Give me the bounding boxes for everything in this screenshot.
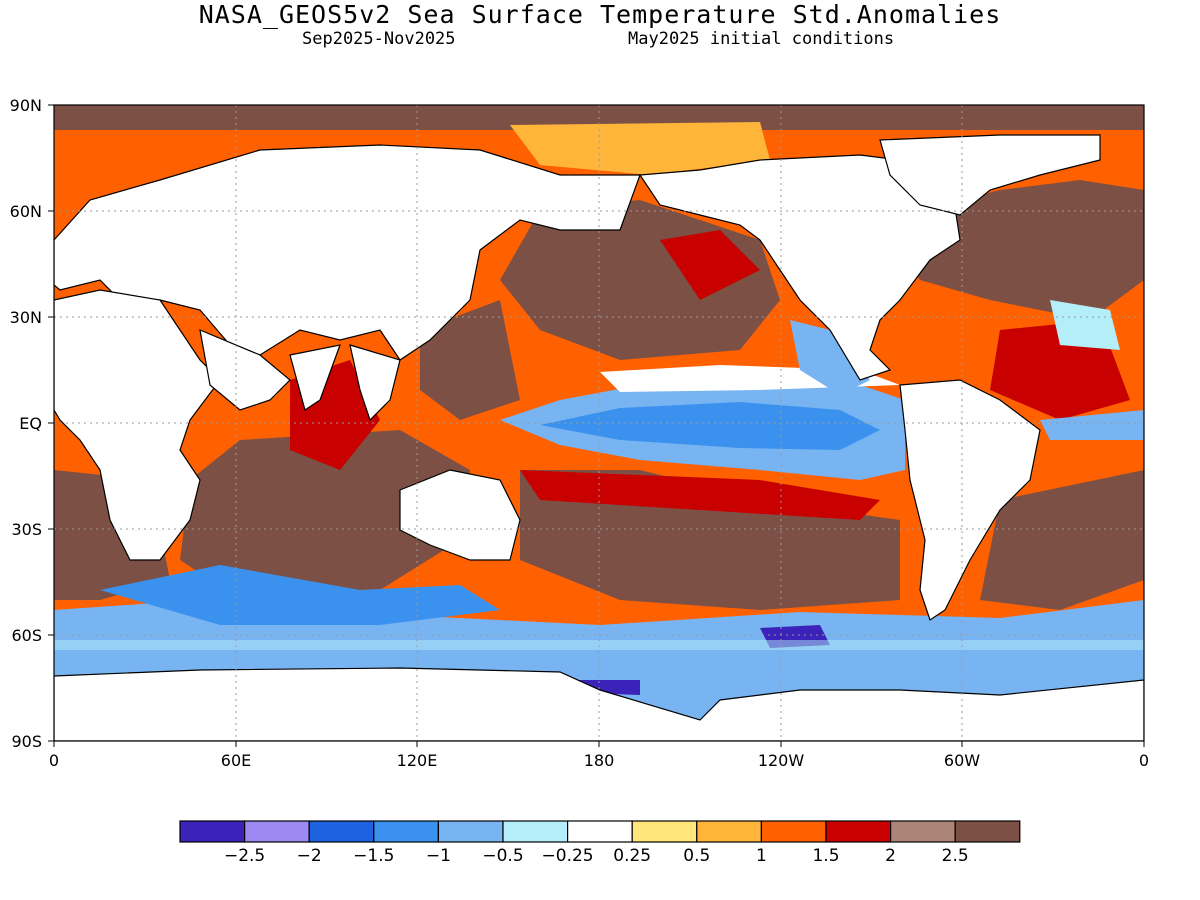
colorbar-label: 0.5 — [683, 846, 710, 866]
land-masses — [54, 134, 1144, 741]
atlantic-light-patch — [1050, 300, 1120, 350]
lat-label-30n: 30N — [10, 308, 42, 327]
lon-label-120w: 120W — [758, 751, 805, 770]
colorbar-label: −0.5 — [482, 846, 523, 866]
antarctica — [54, 667, 1144, 741]
south-america — [899, 379, 1041, 621]
colorbar-label: 1.5 — [812, 846, 839, 866]
lon-label-60w: 60W — [944, 751, 980, 770]
australia — [399, 469, 521, 561]
lon-label-60e: 60E — [221, 751, 251, 770]
colorbar-label: −0.25 — [542, 846, 594, 866]
colorbar: −2.5 −2 −1.5 −1 −0.5 −0.25 0.25 0.5 1 1.5 2 2.5 — [179, 820, 1021, 866]
colorbar-swatch — [889, 820, 956, 843]
greenland — [879, 134, 1101, 216]
colorbar-swatch — [696, 820, 762, 843]
lon-label-0-right: 0 — [1139, 751, 1149, 770]
lon-label-180: 180 — [584, 751, 615, 770]
indochina — [349, 344, 401, 422]
colorbar-label: 2.5 — [942, 846, 969, 866]
lat-label-90n: 90N — [10, 96, 42, 115]
arabia — [199, 329, 291, 411]
colorbar-label: 1 — [756, 846, 767, 866]
arctic-warm-patch — [510, 122, 770, 175]
colorbar-swatch — [179, 820, 246, 843]
initial-conditions: May2025 initial conditions — [628, 29, 895, 49]
colorbar-swatch — [244, 820, 310, 843]
lon-label-0-left: 0 — [49, 751, 59, 770]
map-title: NASA_GEOS5v2 Sea Surface Temperature Std… — [198, 0, 1002, 29]
colorbar-swatch — [631, 820, 698, 843]
forecast-period: Sep2025-Nov2025 — [302, 29, 456, 49]
lat-label-60n: 60N — [10, 202, 42, 221]
colorbar-swatch — [566, 820, 633, 843]
lon-label-120e: 120E — [397, 751, 438, 770]
tropical-atlantic-cool — [1040, 410, 1144, 440]
colorbar-swatch — [825, 820, 892, 843]
southern-ocean-cool-core — [100, 565, 500, 625]
lat-label-90s: 90S — [11, 732, 42, 751]
equatorial-cool-core — [540, 402, 880, 450]
colorbar-label: 0.25 — [613, 846, 651, 866]
colorbar-swatch — [437, 820, 504, 843]
colorbar-label: 2 — [885, 846, 896, 866]
map-area — [54, 105, 1144, 741]
colorbar-swatch — [954, 820, 1021, 843]
colorbar-swatch — [373, 820, 439, 843]
india — [289, 344, 341, 411]
colorbar-label: −1.5 — [353, 846, 394, 866]
lat-label-eq: EQ — [19, 414, 42, 433]
graticule — [54, 105, 1144, 741]
colorbar-label: −1 — [426, 846, 451, 866]
colorbar-label: −2 — [297, 846, 322, 866]
colorbar-label: −2.5 — [224, 846, 265, 866]
colorbar-swatch — [760, 820, 827, 843]
baja-cool-patch — [790, 320, 870, 395]
colorbar-swatch — [308, 820, 375, 843]
africa — [54, 289, 221, 561]
lat-label-30s: 30S — [11, 520, 42, 539]
colorbar-swatch — [502, 820, 569, 843]
lat-label-60s: 60S — [11, 626, 42, 645]
tick-marks — [48, 104, 1145, 747]
